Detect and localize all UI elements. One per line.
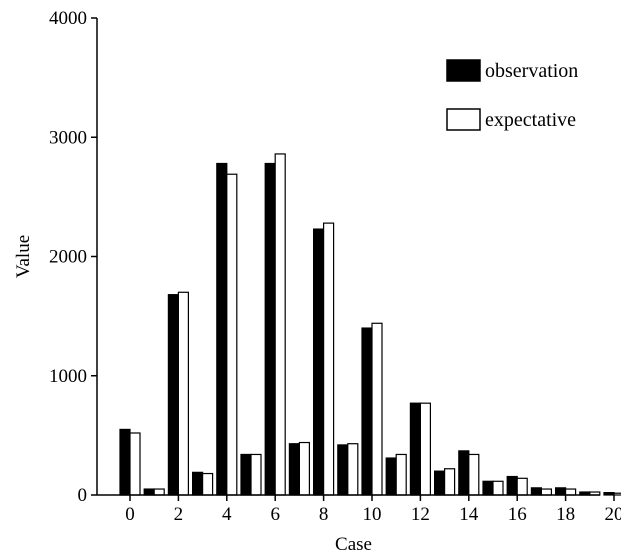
x-tick-label: 6	[270, 504, 280, 525]
bar-expectative-9	[347, 443, 359, 496]
x-tick-label: 0	[125, 504, 135, 525]
x-tick-label: 10	[363, 504, 382, 525]
x-tick-label: 16	[508, 504, 527, 525]
y-tick-label: 2000	[49, 247, 87, 268]
x-ticks-group: 0 2 4 6 8 10 12 14 16 18 20	[125, 495, 621, 525]
bar-observation-6	[264, 162, 276, 496]
x-tick-label: 20	[605, 504, 621, 525]
bar-expectative-18	[564, 488, 577, 496]
bar-expectative-17	[540, 488, 553, 496]
x-tick-label: 8	[319, 504, 329, 525]
bar-observation-2	[167, 294, 179, 496]
legend-label-expectative: expectative	[485, 109, 576, 131]
x-tick-label: 18	[556, 504, 575, 525]
y-ticks-group: 0 1000 2000 3000 4000	[49, 8, 97, 506]
y-tick-label: 0	[78, 485, 88, 506]
bar-expectative-13	[444, 468, 456, 496]
bar-expectative-11	[395, 453, 407, 496]
bar-expectative-7	[298, 441, 310, 496]
y-axis-label: Value	[13, 235, 34, 278]
bar-expectative-10	[371, 322, 383, 496]
bar-expectative-14	[468, 453, 480, 496]
bar-observation-13	[434, 470, 446, 496]
bar-observation-7	[288, 443, 300, 496]
y-tick-label: 1000	[49, 366, 87, 387]
bar-expectative-4	[226, 173, 238, 496]
x-axis-label: Case	[335, 534, 372, 555]
bar-expectative-0	[129, 432, 141, 496]
legend-label-observation: observation	[485, 60, 578, 82]
bar-expectative-6	[274, 153, 286, 496]
bar-expectative-3	[202, 472, 214, 496]
bar-observation-0	[119, 428, 131, 496]
bar-observation-20	[603, 492, 615, 496]
bar-expectative-15	[492, 480, 504, 496]
bar-expectative-8	[323, 222, 335, 496]
bar-expectative-12	[419, 402, 431, 496]
bar-observation-15	[482, 480, 494, 496]
bar-observation-12	[409, 402, 421, 496]
x-tick-label: 12	[411, 504, 430, 525]
bar-observation-3	[192, 471, 204, 496]
bar-expectative-2	[177, 291, 189, 496]
bar-observation-11	[385, 457, 397, 496]
bar-observation-17	[530, 487, 543, 496]
bar-observation-4	[216, 162, 228, 496]
bar-observation-9	[337, 444, 349, 496]
y-tick-label: 3000	[49, 127, 87, 148]
bar-expectative-1	[153, 488, 165, 496]
bar-expectative-20	[613, 492, 621, 496]
bar-expectative-5	[250, 453, 262, 496]
bar-observation-16	[506, 475, 518, 496]
bar-observation-1	[143, 488, 155, 496]
bar-observation-18	[554, 487, 567, 496]
x-tick-label: 4	[222, 504, 232, 525]
y-tick-label: 4000	[49, 8, 87, 29]
bar-observation-8	[313, 228, 325, 496]
x-tick-label: 2	[174, 504, 184, 525]
bars-group	[119, 153, 621, 496]
bar-observation-14	[458, 450, 470, 496]
legend: observation expectative	[446, 59, 578, 131]
bar-observation-5	[240, 453, 252, 496]
x-tick-label: 14	[459, 504, 479, 525]
legend-swatch-observation	[446, 59, 481, 82]
bar-observation-10	[361, 327, 373, 496]
bar-expectative-16	[516, 477, 528, 496]
legend-swatch-expectative	[446, 108, 481, 131]
